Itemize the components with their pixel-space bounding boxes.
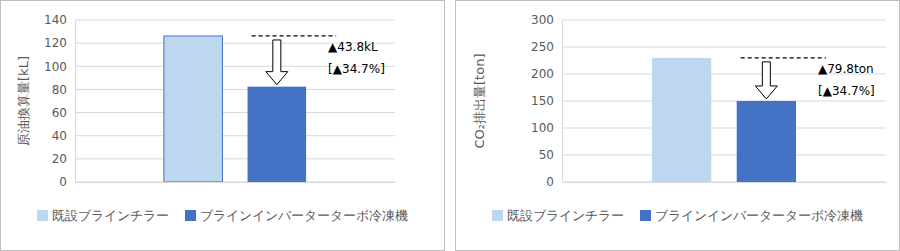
bar — [737, 101, 796, 182]
y-tick: 100 — [531, 121, 562, 135]
legend-label: ブラインインバーターターボ冷凍機 — [200, 208, 408, 223]
reference-line — [252, 35, 337, 36]
y-tick-label: 140 — [44, 13, 67, 27]
y-tick: 100 — [44, 60, 75, 74]
y-tick-label: 40 — [52, 129, 67, 143]
grid-line — [562, 101, 886, 102]
grid-line — [562, 182, 886, 183]
y-tick-label: 20 — [52, 152, 67, 166]
y-tick-label: 100 — [44, 60, 67, 74]
annotation-text: [▲34.7%] — [818, 84, 875, 98]
x-axis — [76, 182, 396, 184]
y-axis-line — [562, 21, 563, 183]
grid-line — [75, 158, 395, 159]
annotation-text: ▲79.8ton — [818, 62, 874, 76]
grid-line — [75, 182, 395, 183]
y-tick: 120 — [44, 36, 75, 50]
arrow — [755, 62, 777, 99]
legend-swatch — [640, 210, 651, 221]
grid-line — [75, 112, 395, 113]
legend-swatch — [37, 210, 48, 221]
y-tick-label: 150 — [531, 94, 554, 108]
x-axis-line — [563, 182, 887, 183]
y-tick-label: 80 — [52, 83, 67, 97]
legend-item: 既設ブラインチラー — [37, 208, 169, 223]
grid-line — [75, 20, 395, 21]
legend-item: 既設ブラインチラー — [492, 208, 624, 223]
y-axis-title: 原油換算量[kL] — [16, 56, 31, 146]
legend-label: 既設ブラインチラー — [52, 208, 169, 223]
reference-line — [741, 57, 826, 58]
grid — [75, 20, 395, 182]
y-tick-label: 250 — [531, 40, 554, 54]
y-tick-label: 300 — [531, 13, 554, 27]
y-tick-label: 60 — [52, 106, 67, 120]
legend-item: ブラインインバーターターボ冷凍機 — [640, 208, 863, 223]
y-tick: 150 — [531, 94, 562, 108]
bars — [652, 58, 796, 182]
y-tick-label: 50 — [539, 148, 554, 162]
legend-swatch — [185, 210, 196, 221]
y-tick: 50 — [539, 148, 562, 162]
y-tick: 80 — [52, 83, 75, 97]
y-tick-label: 100 — [531, 121, 554, 135]
legend: 既設ブラインチラー ブラインインバーターターボ冷凍機 — [492, 208, 863, 223]
legend: 既設ブラインチラー ブラインインバーターターボ冷凍機 — [37, 208, 408, 223]
y-tick-label: 0 — [546, 175, 554, 189]
grid-line — [75, 135, 395, 136]
y-tick: 20 — [52, 152, 75, 166]
annotation-text: ▲43.8kL — [328, 40, 378, 54]
y-tick: 60 — [52, 106, 75, 120]
grid — [562, 20, 886, 182]
annotation: ▲43.8kL [▲34.7%] — [252, 36, 385, 85]
y-tick: 0 — [546, 175, 562, 189]
y-axis: 0 20 40 60 80 100 120 140 — [44, 13, 75, 189]
legend-label: 既設ブラインチラー — [507, 208, 624, 223]
y-axis-line — [75, 21, 76, 183]
bar — [248, 87, 307, 182]
y-tick: 40 — [52, 129, 75, 143]
y-tick: 300 — [531, 13, 562, 27]
bar — [652, 58, 711, 182]
y-tick-label: 200 — [531, 67, 554, 81]
annotation: ▲79.8ton [▲34.7%] — [741, 58, 875, 99]
grid-line — [562, 155, 886, 156]
y-tick: 0 — [59, 175, 75, 189]
arrow — [266, 40, 288, 85]
x-axis — [563, 182, 887, 184]
y-tick-label: 120 — [44, 36, 67, 50]
grid-line — [562, 20, 886, 21]
panel-frame — [456, 1, 900, 251]
chart-panel: 0 20 40 60 80 100 120 140 原油換算量[kL] ▲43.8kL [▲34.7… — [1, 1, 445, 251]
bars — [164, 36, 306, 182]
x-axis-line — [76, 182, 396, 183]
bar — [164, 36, 223, 182]
panel-frame — [1, 1, 445, 251]
y-axis: 0 50 100 150 200 250 300 — [531, 13, 562, 189]
annotation-text: [▲34.7%] — [328, 62, 385, 76]
figure: 0 20 40 60 80 100 120 140 原油換算量[kL] ▲43.8kL [▲34.7… — [0, 0, 900, 251]
y-tick: 250 — [531, 40, 562, 54]
y-tick: 200 — [531, 67, 562, 81]
grid-line — [75, 89, 395, 90]
grid-line — [562, 47, 886, 48]
legend-item: ブラインインバーターターボ冷凍機 — [185, 208, 408, 223]
y-tick-label: 0 — [59, 175, 67, 189]
legend-label: ブラインインバーターターボ冷凍機 — [655, 208, 863, 223]
chart-panel: 0 50 100 150 200 250 300 CO₂排出量[ton] ▲79.8ton [▲3… — [456, 1, 900, 251]
legend-swatch — [492, 210, 503, 221]
grid-line — [562, 128, 886, 129]
y-tick: 140 — [44, 13, 75, 27]
y-axis-title: CO₂排出量[ton] — [472, 54, 487, 149]
